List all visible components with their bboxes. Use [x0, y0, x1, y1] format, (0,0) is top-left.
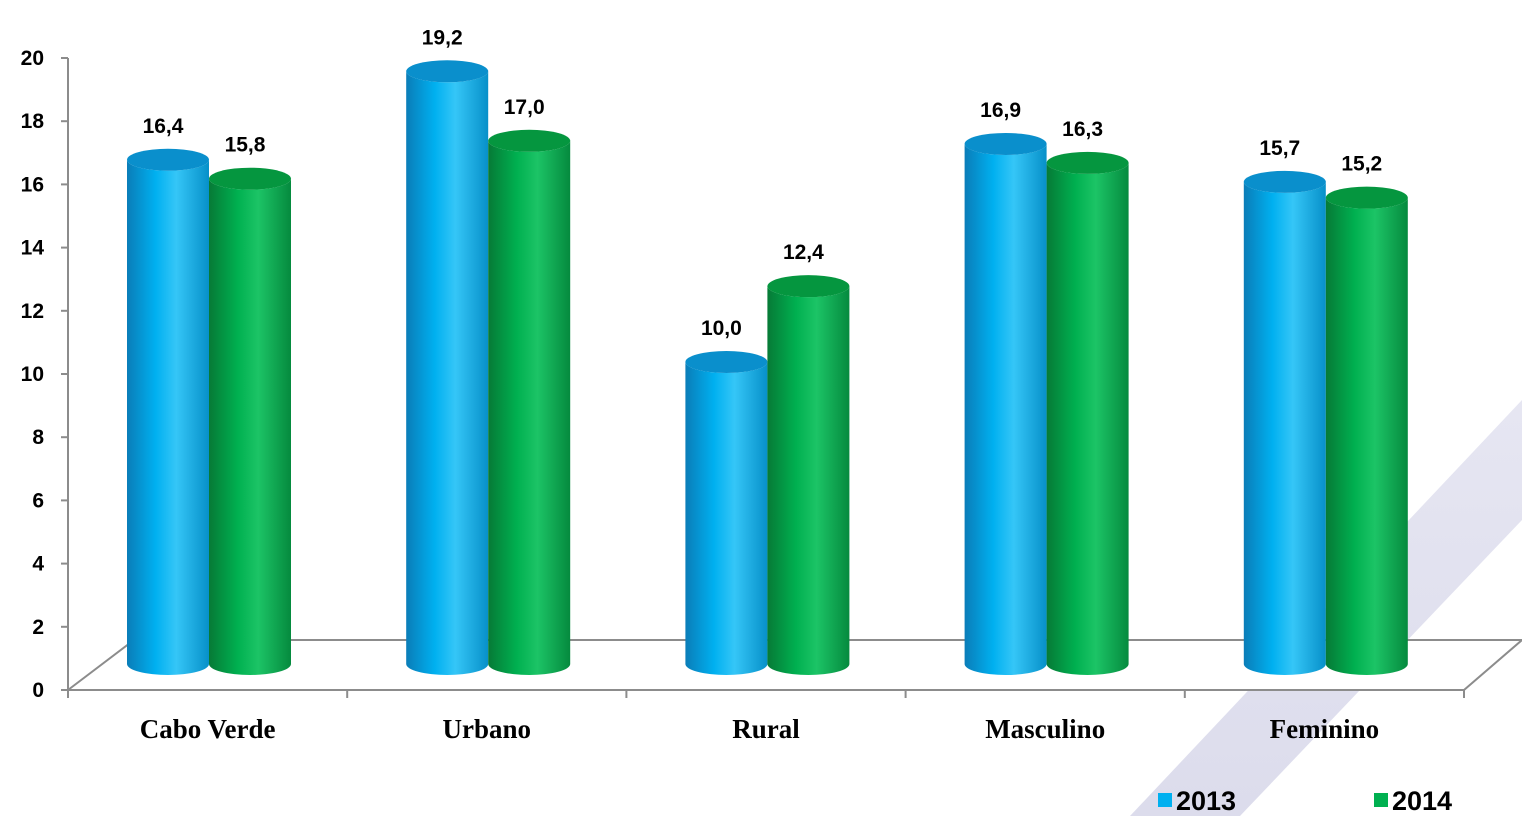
bar-body — [209, 178, 291, 675]
y-tick-label: 14 — [21, 237, 45, 260]
bar-2013-feminino — [1243, 170, 1326, 676]
x-category-label: Feminino — [1270, 714, 1380, 744]
y-tick-label: 8 — [32, 426, 44, 449]
data-label: 16,4 — [143, 115, 184, 138]
data-label: 16,3 — [1062, 118, 1103, 141]
x-axis: Cabo Verde Urbano Rural Masculino Feminino — [67, 690, 1465, 744]
bar-2014-cabo-verde — [209, 167, 291, 675]
bar-2013-cabo-verde — [127, 148, 209, 675]
bar-2013-urbano — [406, 60, 489, 676]
y-tick-label: 4 — [32, 553, 44, 576]
bar-2014-masculino — [1046, 151, 1129, 676]
bars — [127, 60, 1408, 676]
y-tick-label: 20 — [21, 47, 44, 70]
data-label: 19,2 — [422, 26, 463, 49]
bar-top — [1046, 151, 1129, 174]
x-category-label: Rural — [732, 714, 800, 744]
bar-top — [127, 148, 209, 171]
data-labels: 16,4 15,8 19,2 17,0 10,0 12,4 16,9 16,3 15,7 15,2 — [143, 26, 1383, 340]
bar-body — [1046, 162, 1129, 676]
data-label: 17,0 — [504, 96, 545, 119]
bar-2014-urbano — [488, 129, 571, 676]
bar-2013-masculino — [964, 132, 1047, 676]
legend: 2013 2014 — [1158, 786, 1452, 816]
data-label: 12,4 — [783, 241, 824, 264]
y-tick-label: 6 — [32, 489, 44, 512]
bar-top — [209, 167, 291, 190]
bar-2014-feminino — [1325, 186, 1408, 676]
bar-body — [767, 286, 850, 676]
y-axis: 0 2 4 6 8 10 12 14 16 18 20 — [21, 47, 68, 702]
bar-top — [685, 351, 768, 373]
bar-body — [685, 362, 768, 676]
data-label: 10,0 — [701, 317, 742, 340]
x-category-label: Urbano — [443, 714, 532, 744]
bar-top — [767, 275, 850, 298]
bar-body — [1325, 197, 1408, 676]
x-category-label: Cabo Verde — [140, 714, 276, 744]
data-label: 15,2 — [1341, 153, 1382, 176]
bar-top — [964, 132, 1047, 155]
bar-top — [488, 129, 571, 152]
y-tick-label: 16 — [21, 173, 44, 196]
y-tick-label: 10 — [21, 363, 44, 386]
bar-body — [964, 143, 1047, 676]
legend-item-2014: 2014 — [1374, 786, 1452, 816]
bar-body — [488, 140, 571, 676]
bar-body — [406, 71, 489, 676]
legend-swatch — [1374, 793, 1388, 807]
y-tick-label: 2 — [32, 616, 44, 639]
legend-label: 2013 — [1176, 786, 1236, 816]
legend-label: 2014 — [1392, 786, 1452, 816]
bar-body — [127, 159, 209, 675]
y-tick-label: 18 — [21, 110, 45, 133]
y-tick-label: 12 — [21, 300, 44, 323]
bar-top — [1243, 170, 1326, 193]
data-label: 15,7 — [1259, 137, 1300, 160]
data-label: 15,8 — [225, 134, 266, 157]
legend-item-2013: 2013 — [1158, 786, 1236, 816]
bar-2013-rural — [685, 351, 768, 676]
bar-top — [406, 60, 489, 83]
y-tick-label: 0 — [32, 679, 44, 702]
x-category-label: Masculino — [985, 714, 1105, 744]
bar-body — [1243, 181, 1326, 676]
bar-2014-rural — [767, 275, 850, 676]
bar-top — [1325, 186, 1408, 209]
data-label: 16,9 — [980, 99, 1021, 122]
legend-swatch — [1158, 793, 1172, 807]
